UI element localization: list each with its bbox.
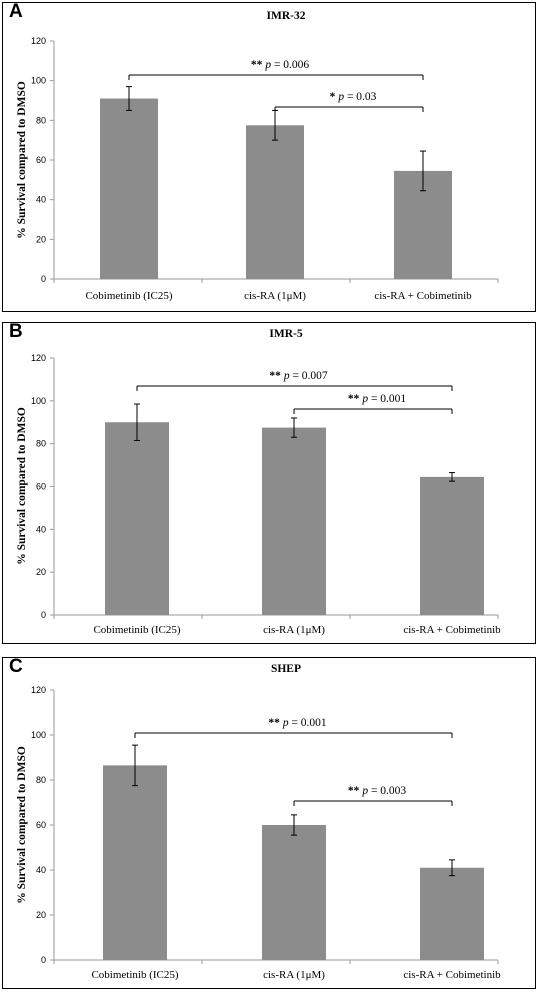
y-axis-label: % Survival compared to DMSO — [16, 746, 28, 904]
panel-c: C SHEP % Survival compared to DMSO 0 20 40 60… — [2, 656, 536, 989]
category-label: cis-RA (1μM) — [244, 290, 306, 302]
category-label: cis-RA (1μM) — [263, 969, 325, 981]
chart-imr-5: IMR-5 % Survival compared to DMSO 0 20 40 60 8… — [16, 328, 501, 636]
p-symbol: p — [361, 393, 368, 405]
bar-2 — [246, 125, 304, 280]
y-tick-label: 120 — [31, 36, 46, 46]
chart-title: IMR-5 — [269, 328, 302, 340]
significance-label: ** p = 0.003 — [348, 785, 407, 797]
significance-label: ** p = 0.001 — [348, 393, 407, 405]
category-label: cis-RA (1μM) — [263, 624, 325, 636]
y-tick-label: 120 — [31, 685, 46, 695]
panel-letter: B — [9, 321, 23, 342]
significance-label: ** p = 0.007 — [269, 370, 328, 382]
bar-3 — [420, 867, 484, 960]
y-tick-label: 80 — [36, 439, 46, 449]
y-tick-label: 120 — [31, 353, 46, 363]
chart-imr-32: IMR-32 % Survival compared to DMSO 0 20 40 60… — [16, 10, 499, 302]
significance-stars: ** — [348, 785, 360, 797]
chart-title: IMR-32 — [267, 10, 306, 22]
significance-stars: ** — [269, 370, 281, 382]
significance-stars: ** — [268, 717, 280, 729]
significance-stars: ** — [251, 59, 263, 71]
y-tick-label: 0 — [41, 610, 46, 620]
p-value: = 0.03 — [344, 91, 377, 103]
p-symbol: p — [264, 59, 271, 71]
y-tick-label: 40 — [36, 524, 46, 534]
p-symbol: p — [337, 91, 344, 103]
category-label: cis-RA + Cobimetinib — [374, 290, 472, 302]
bar-1 — [105, 422, 169, 615]
y-tick-label: 60 — [36, 820, 46, 830]
bar-1 — [103, 765, 167, 960]
bar-1 — [100, 98, 158, 280]
significance-stars: ** — [348, 393, 360, 405]
category-label: cis-RA + Cobimetinib — [403, 624, 501, 636]
chart-shep: SHEP % Survival compared to DMSO 0 20 40 60 80… — [16, 663, 501, 981]
category-label: Cobimetinib (IC25) — [91, 969, 178, 981]
y-tick-label: 20 — [36, 910, 46, 920]
y-tick-label: 60 — [36, 155, 46, 165]
p-value: = 0.006 — [271, 59, 309, 71]
bar-2 — [262, 825, 326, 960]
bar-3 — [420, 476, 484, 615]
category-label: Cobimetinib (IC25) — [93, 624, 180, 636]
bar-2 — [262, 427, 326, 615]
y-axis-label: % Survival compared to DMSO — [16, 81, 28, 239]
y-tick-label: 100 — [31, 396, 46, 406]
p-symbol: p — [361, 785, 368, 797]
significance-label: ** p = 0.001 — [268, 717, 327, 729]
p-symbol: p — [283, 370, 290, 382]
y-tick-label: 100 — [31, 730, 46, 740]
y-axis-label: % Survival compared to DMSO — [16, 407, 28, 565]
p-value: = 0.001 — [368, 393, 406, 405]
y-tick-label: 40 — [36, 865, 46, 875]
category-label: cis-RA + Cobimetinib — [403, 969, 501, 981]
y-tick-label: 0 — [41, 274, 46, 284]
y-tick-label: 40 — [36, 195, 46, 205]
y-tick-label: 80 — [36, 775, 46, 785]
p-symbol: p — [282, 717, 289, 729]
significance-label: * p = 0.03 — [330, 91, 377, 103]
p-value: = 0.001 — [289, 717, 327, 729]
y-tick-label: 20 — [36, 567, 46, 577]
p-value: = 0.007 — [290, 370, 328, 382]
y-tick-label: 0 — [41, 955, 46, 965]
chart-title: SHEP — [271, 663, 301, 675]
panel-b: B IMR-5 % Survival compared to DMSO 0 20 40 6… — [2, 321, 536, 644]
significance-stars: * — [330, 91, 336, 103]
y-tick-label: 20 — [36, 234, 46, 244]
significance-label: ** p = 0.006 — [251, 59, 310, 71]
y-tick-label: 80 — [36, 115, 46, 125]
y-tick-label: 60 — [36, 482, 46, 492]
panel-letter: C — [9, 656, 23, 677]
panel-a: A IMR-32 % Survival compared to DMSO 0 20 40… — [2, 1, 536, 312]
panel-letter: A — [9, 1, 23, 22]
p-value: = 0.003 — [368, 785, 406, 797]
y-tick-label: 100 — [31, 76, 46, 86]
category-label: Cobimetinib (IC25) — [85, 290, 172, 302]
